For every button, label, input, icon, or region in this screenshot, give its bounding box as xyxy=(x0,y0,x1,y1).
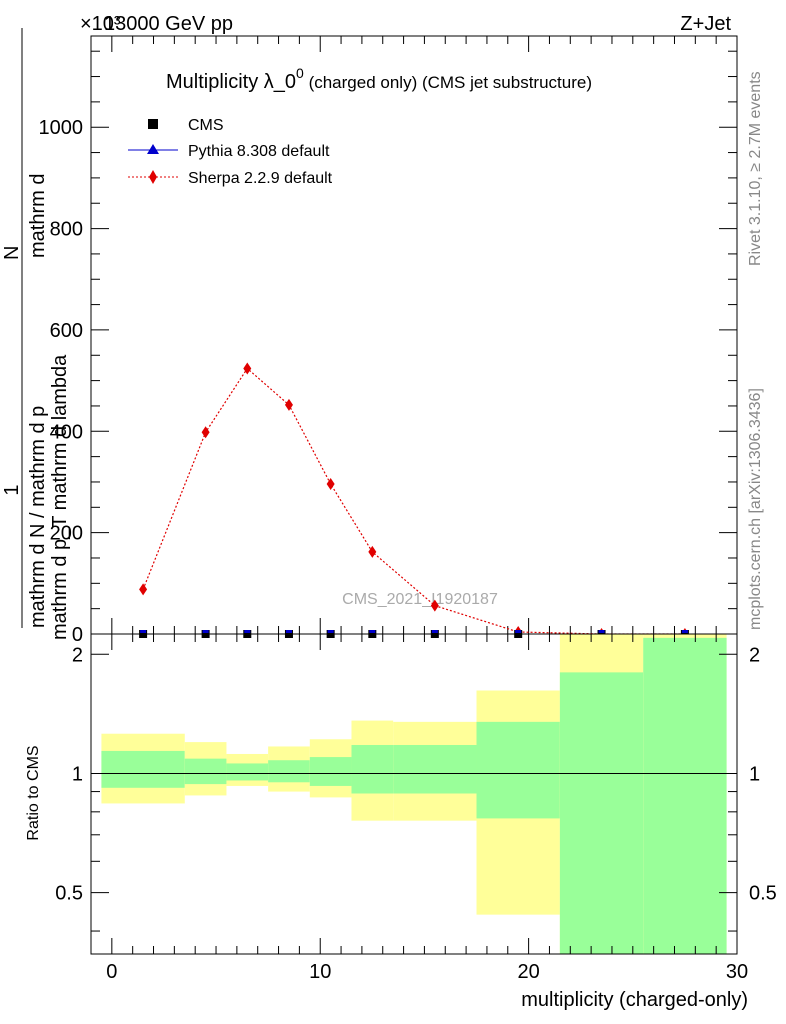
ratio-band-stat xyxy=(184,758,227,785)
sherpa-point xyxy=(139,583,148,596)
plot-title-main: Multiplicity λ_00 (charged only) (CMS je… xyxy=(166,65,592,93)
pythia-point xyxy=(515,630,522,633)
legend-label: CMS xyxy=(188,117,224,134)
legend-marker xyxy=(149,170,157,184)
ratio-band-stat xyxy=(393,744,477,794)
plot-title-sup: 0 xyxy=(296,65,304,81)
plot-title-lambda: Multiplicity λ_0 xyxy=(166,71,296,93)
ratio-band-stat xyxy=(101,750,185,788)
rivet-version-label: Rivet 3.1.10, ≥ 2.7M events xyxy=(747,71,764,266)
main-ylabel-bottom-a: mathrm d xyxy=(27,174,49,258)
ratio-y-tick-label-right: 1 xyxy=(749,763,760,785)
ratio-band-stat xyxy=(351,744,394,794)
exponent-label: ×10³ xyxy=(80,13,121,35)
main-panel: 0 200 400 600 800 1000 CMS_2021_I1920187 Mult… xyxy=(39,35,738,646)
legend-marker xyxy=(147,144,159,154)
legend: CMS Pythia 8.308 default Sherpa 2.2.9 defa… xyxy=(128,117,333,187)
ratio-x-tick-label: 30 xyxy=(726,961,748,983)
plot-title-rest: (charged only) (CMS jet substructure) xyxy=(304,73,592,92)
analysis-watermark: CMS_2021_I1920187 xyxy=(342,591,498,608)
ratio-ylabel: Ratio to CMS xyxy=(25,745,42,840)
mcplots-label: mcplots.cern.ch [arXiv:1306.3436] xyxy=(747,388,764,630)
ratio-bands xyxy=(101,634,727,954)
main-y-tick-label: 600 xyxy=(50,320,83,342)
pythia-point xyxy=(681,630,688,633)
ratio-band-stat xyxy=(643,637,727,954)
legend-entry: Pythia 8.308 default xyxy=(128,143,330,160)
main-ylabel-one: 1 xyxy=(1,484,23,495)
sherpa-point xyxy=(243,362,252,375)
ratio-x-tick-label: 0 xyxy=(106,961,117,983)
ratio-band-stat xyxy=(268,760,310,783)
sherpa-point xyxy=(430,599,439,612)
main-ylabel-mid: mathrm d N / mathrm d p xyxy=(27,406,49,628)
legend-marker xyxy=(148,119,158,129)
ratio-x-ticks: 0 10 20 30 xyxy=(90,634,748,983)
main-y-tick-label: 800 xyxy=(50,219,83,241)
pythia-point xyxy=(369,630,376,633)
ratio-xlabel: multiplicity (charged-only) xyxy=(521,989,748,1011)
legend-label: Pythia 8.308 default xyxy=(188,143,330,160)
ratio-panel-frame xyxy=(90,633,738,955)
pythia-point xyxy=(140,630,147,633)
pythia-point xyxy=(285,630,292,633)
sherpa-point xyxy=(201,426,210,439)
ratio-x-tick-label: 20 xyxy=(517,961,539,983)
main-y-tick-label: 0 xyxy=(72,624,83,646)
sherpa-point xyxy=(326,477,335,490)
ratio-y-tick-label-right: 2 xyxy=(749,644,760,666)
ratio-band-stat xyxy=(476,721,560,819)
main-y-ticks: 0 200 400 600 800 1000 xyxy=(39,50,737,646)
legend-entry: CMS xyxy=(148,117,224,134)
ratio-band-stat xyxy=(309,757,352,786)
ratio-panel: 0.5 0.5 1 1 2 2 0 10 20 30 Ratio to CMS multipli… xyxy=(25,633,777,1011)
ratio-y-tick-label: 2 xyxy=(72,644,83,666)
pythia-point xyxy=(431,630,438,633)
sherpa-line xyxy=(142,367,685,635)
main-y-tick-label: 400 xyxy=(50,421,83,443)
ratio-band-stat xyxy=(559,672,644,954)
main-ylabel-bottom-c: mathrm d p_T mathrm d lambda xyxy=(49,354,71,640)
process-label: Z+Jet xyxy=(680,13,731,35)
main-ylabel-dn: N xyxy=(1,246,23,260)
legend-entry: Sherpa 2.2.9 default xyxy=(128,170,333,187)
ratio-x-tick-label: 10 xyxy=(309,961,331,983)
ratio-y-tick-label-right: 0.5 xyxy=(749,883,777,905)
ratio-y-tick-label: 0.5 xyxy=(55,883,83,905)
ratio-y-tick-label: 1 xyxy=(72,763,83,785)
pythia-point xyxy=(244,630,251,633)
sherpa-point xyxy=(284,398,293,411)
pythia-point xyxy=(327,630,334,633)
main-y-tick-label: 1000 xyxy=(39,117,84,139)
legend-label: Sherpa 2.2.9 default xyxy=(188,170,333,187)
beam-label: 13000 GeV pp xyxy=(104,13,233,35)
plot-title: Multiplicity λ_00 (charged only) (CMS je… xyxy=(166,65,592,93)
pythia-point xyxy=(598,630,605,633)
main-y-tick-label: 200 xyxy=(50,523,83,545)
main-x-ticks xyxy=(90,36,738,634)
ratio-band-stat xyxy=(226,763,269,781)
sherpa-point xyxy=(368,545,377,558)
pythia-point xyxy=(202,630,209,633)
